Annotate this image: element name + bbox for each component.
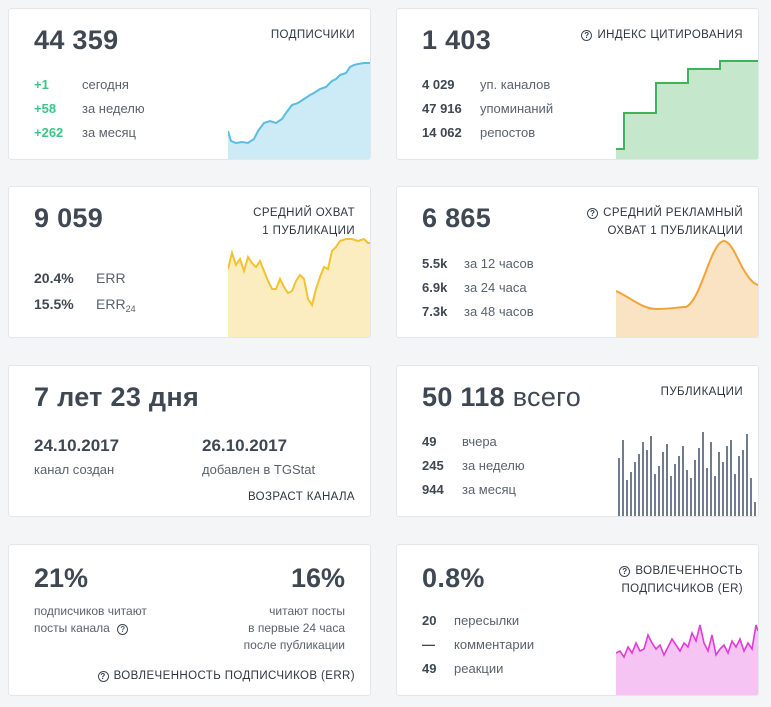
er-sparkline	[616, 624, 758, 695]
citation-stats: 4 029 уп. каналов 47 916 упоминаний 14 062…	[422, 73, 553, 145]
posts-total: 50 118 всего	[422, 382, 582, 412]
stat-row: 4 029 уп. каналов	[422, 77, 551, 92]
stat-row: 20.4% ERR	[34, 270, 126, 286]
stat-row: 6.9k за 24 часа	[422, 280, 527, 295]
citation-card[interactable]: 1 403 ? ИНДЕКС ЦИТИРОВАНИЯ 4 029 уп. канал…	[396, 8, 759, 160]
citation-label: ? ИНДЕКС ЦИТИРОВАНИЯ	[581, 26, 743, 44]
er-card[interactable]: 0.8% ? ВОВЛЕЧЕННОСТЬ ПОДПИСЧИКОВ (ER) 20 п…	[396, 544, 759, 696]
err-label: ? ВОВЛЕЧЕННОСТЬ ПОДПИСЧИКОВ (ERR)	[97, 670, 355, 682]
created-label: канал создан	[34, 462, 115, 477]
stat-row: 49 вчера	[422, 434, 497, 449]
reach-label: СРЕДНИЙ ОХВАТ 1 ПУБЛИКАЦИИ	[253, 207, 355, 237]
err-card[interactable]: 21% подписчиков читают посты канала ? 16…	[8, 544, 371, 696]
stat-row: 20 пересылки	[422, 613, 520, 628]
created-date: 24.10.2017	[34, 436, 120, 455]
err-desc-24h: читают посты в первые 24 часа после публ…	[243, 604, 345, 652]
stat-row: +58 за неделю	[34, 101, 145, 116]
reach-stats: 20.4% ERR 15.5% ERR24	[34, 265, 136, 317]
help-icon[interactable]: ?	[581, 30, 593, 41]
err-percent-subscribers: 21%	[34, 563, 89, 593]
ad-reach-stats: 5.5k за 12 часов 6.9k за 24 часа 7.3k за 48…	[422, 252, 534, 324]
posts-bar-chart	[618, 432, 756, 516]
posts-stats: 49 вчера 245 за неделю 944 за месяц	[422, 430, 525, 502]
posts-card[interactable]: 50 118 всего ПУБЛИКАЦИИ 49 вчера 245 за не…	[396, 365, 759, 517]
er-label: ? ВОВЛЕЧЕННОСТЬ ПОДПИСЧИКОВ (ER)	[619, 562, 743, 598]
stat-row: 15.5% ERR24	[34, 296, 136, 314]
channel-age-label: ВОЗРАСТ КАНАЛА	[247, 491, 355, 503]
ad-reach-sparkline	[616, 239, 758, 337]
er-value: 0.8%	[422, 563, 485, 593]
ad-reach-label: ? СРЕДНИЙ РЕКЛАМНЫЙ ОХВАТ 1 ПУБЛИКАЦИИ	[587, 204, 743, 240]
stat-row: 49 реакции	[422, 661, 504, 676]
stat-row: 245 за неделю	[422, 458, 525, 473]
stat-row: 47 916 упоминаний	[422, 101, 554, 116]
help-icon[interactable]: ?	[97, 671, 109, 682]
subscribers-sparkline	[228, 62, 370, 159]
err-desc-subscribers: подписчиков читают посты канала ?	[34, 604, 147, 635]
help-icon[interactable]: ?	[587, 208, 599, 219]
stat-row: 5.5k за 12 часов	[422, 256, 534, 271]
stat-row: 7.3k за 48 часов	[422, 304, 534, 319]
added-date-block: 26.10.2017 добавлен в TGStat	[202, 436, 315, 477]
stat-row: 14 062 репостов	[422, 125, 536, 140]
created-date-block: 24.10.2017 канал создан	[34, 436, 119, 477]
reach-sparkline	[228, 237, 370, 337]
citation-sparkline	[616, 60, 758, 159]
stat-row: +262 за месяц	[34, 125, 136, 140]
added-date: 26.10.2017	[202, 436, 288, 455]
subscribers-label: ПОДПИСЧИКИ	[270, 29, 355, 41]
err-percent-24h: 16%	[290, 563, 345, 593]
stat-row: — комментарии	[422, 637, 535, 652]
reach-card[interactable]: 9 059 СРЕДНИЙ ОХВАТ 1 ПУБЛИКАЦИИ 20.4% ER…	[8, 186, 371, 338]
stat-row: +1 сегодня	[34, 77, 129, 92]
help-icon[interactable]: ?	[117, 624, 129, 635]
added-label: добавлен в TGStat	[202, 462, 316, 477]
subscribers-count: 44 359	[34, 25, 119, 55]
ad-reach-card[interactable]: 6 865 ? СРЕДНИЙ РЕКЛАМНЫЙ ОХВАТ 1 ПУБЛИКА…	[396, 186, 759, 338]
citation-index-value: 1 403	[422, 25, 492, 55]
stat-row: 944 за месяц	[422, 482, 516, 497]
ad-reach-value: 6 865	[422, 203, 492, 233]
reach-value: 9 059	[34, 203, 104, 233]
subscribers-stats: +1 сегодня +58 за неделю +262 за месяц	[34, 73, 145, 145]
help-icon[interactable]: ?	[619, 566, 631, 577]
channel-age-card[interactable]: 7 лет 23 дня 24.10.2017 канал создан 26.…	[8, 365, 371, 517]
channel-age-value: 7 лет 23 дня	[34, 382, 200, 412]
subscribers-card[interactable]: 44 359 ПОДПИСЧИКИ +1 сегодня +58 за неделю…	[8, 8, 371, 160]
er-stats: 20 пересылки — комментарии 49 реакции	[422, 609, 534, 681]
posts-label: ПУБЛИКАЦИИ	[660, 386, 743, 398]
